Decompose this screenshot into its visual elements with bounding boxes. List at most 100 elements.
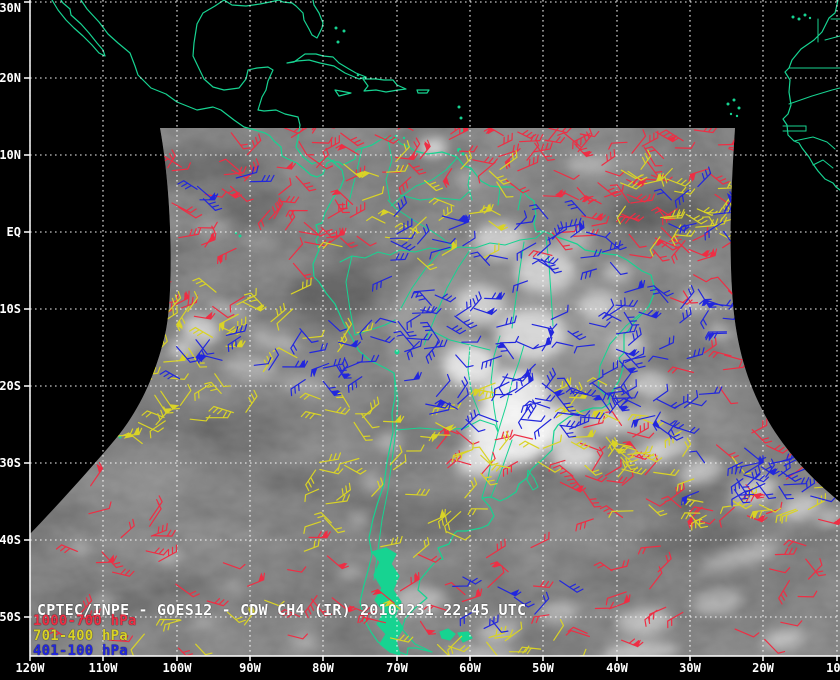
wind-barb bbox=[197, 221, 218, 229]
wind-barb bbox=[79, 608, 101, 621]
wind-barb bbox=[480, 472, 498, 486]
wind-barb bbox=[316, 147, 329, 169]
wind-barb bbox=[731, 456, 753, 475]
wind-barb bbox=[582, 490, 602, 508]
wind-barb bbox=[472, 156, 498, 165]
wind-barb bbox=[178, 227, 202, 239]
wind-barb bbox=[226, 316, 247, 335]
wind-barb bbox=[553, 169, 580, 180]
barb-cluster-701-400 bbox=[130, 599, 414, 656]
wind-barb bbox=[547, 128, 561, 142]
wind-barb bbox=[299, 392, 321, 400]
wind-barb bbox=[460, 409, 477, 431]
wind-barb bbox=[116, 426, 143, 437]
wind-barb bbox=[679, 222, 697, 234]
wind-barb bbox=[512, 280, 529, 293]
wind-barb bbox=[801, 475, 816, 493]
wind-barb bbox=[730, 478, 744, 495]
wind-barb bbox=[674, 189, 690, 208]
wind-barb bbox=[591, 408, 612, 420]
wind-barb bbox=[533, 418, 552, 440]
island-dot bbox=[457, 105, 461, 109]
wind-barb bbox=[627, 327, 642, 346]
wind-barb bbox=[645, 146, 665, 160]
wind-barb bbox=[446, 325, 467, 335]
wind-barb bbox=[661, 495, 682, 509]
wind-barb bbox=[532, 580, 554, 589]
wind-barb bbox=[335, 143, 359, 156]
barb-cluster-1000-700 bbox=[565, 539, 827, 654]
wind-barb bbox=[177, 206, 203, 219]
river-border-line bbox=[545, 236, 554, 327]
wind-barb bbox=[155, 406, 167, 426]
wind-barb bbox=[319, 452, 342, 463]
wind-barb bbox=[499, 335, 520, 344]
wind-barb bbox=[488, 625, 507, 639]
wind-barb bbox=[189, 326, 213, 338]
wind-barb bbox=[617, 457, 629, 478]
wind-barb bbox=[531, 614, 550, 624]
wind-barb bbox=[564, 200, 587, 217]
falkland-west bbox=[439, 628, 456, 641]
wind-barb bbox=[429, 402, 451, 415]
wind-barb bbox=[349, 202, 366, 218]
barb-cluster-401-100 bbox=[591, 284, 746, 441]
wind-barb bbox=[95, 554, 117, 564]
wind-barb bbox=[247, 572, 265, 587]
wind-barb bbox=[624, 279, 646, 293]
river-border-line bbox=[399, 251, 441, 311]
wind-barb bbox=[242, 301, 267, 312]
wind-barb bbox=[405, 488, 430, 496]
wind-barb bbox=[149, 495, 163, 521]
wind-barb bbox=[393, 330, 415, 348]
wind-barb bbox=[470, 251, 491, 266]
jamaica bbox=[334, 89, 352, 97]
wind-barb bbox=[533, 142, 553, 153]
wind-barb bbox=[417, 553, 442, 563]
wind-barb bbox=[290, 331, 302, 355]
wind-barb bbox=[515, 215, 536, 225]
river-border-line bbox=[597, 313, 641, 397]
wind-barb bbox=[644, 609, 658, 627]
wind-barb bbox=[520, 401, 542, 413]
wind-barb bbox=[496, 315, 517, 328]
lon-label-70W: 70W bbox=[386, 661, 408, 675]
wind-barb bbox=[383, 414, 405, 423]
wind-barb bbox=[399, 572, 420, 592]
wind-barb bbox=[652, 249, 670, 262]
wind-barb bbox=[744, 483, 766, 500]
island-dot bbox=[791, 15, 795, 19]
wind-barb bbox=[620, 372, 632, 394]
wind-barb bbox=[551, 221, 564, 240]
wind-barb bbox=[412, 291, 432, 306]
wind-barb bbox=[464, 477, 478, 499]
wind-barb bbox=[246, 133, 262, 156]
barb-cluster-1000-700 bbox=[45, 530, 357, 656]
island-dot bbox=[394, 349, 400, 355]
wind-barb bbox=[419, 620, 437, 636]
wind-barb bbox=[132, 344, 150, 363]
island-dot bbox=[729, 112, 733, 116]
wind-barb bbox=[442, 168, 453, 188]
wind-barb bbox=[222, 562, 246, 570]
wind-barb bbox=[698, 386, 723, 395]
wind-barb bbox=[245, 389, 258, 413]
wind-barb bbox=[389, 231, 416, 239]
wind-barb bbox=[171, 162, 191, 172]
wind-barb bbox=[446, 458, 472, 466]
wind-barb bbox=[704, 221, 724, 241]
wind-barb bbox=[682, 290, 699, 304]
wind-barb bbox=[577, 128, 593, 153]
wind-barb bbox=[653, 468, 680, 477]
wind-barb bbox=[465, 418, 486, 433]
wind-barb bbox=[548, 128, 572, 134]
wind-barb bbox=[686, 347, 705, 359]
wind-barb bbox=[65, 406, 83, 428]
island-dot bbox=[334, 26, 338, 30]
wind-barb bbox=[570, 440, 591, 450]
wind-barb bbox=[303, 521, 322, 534]
wind-barb bbox=[591, 216, 610, 227]
wind-barb bbox=[335, 364, 352, 380]
